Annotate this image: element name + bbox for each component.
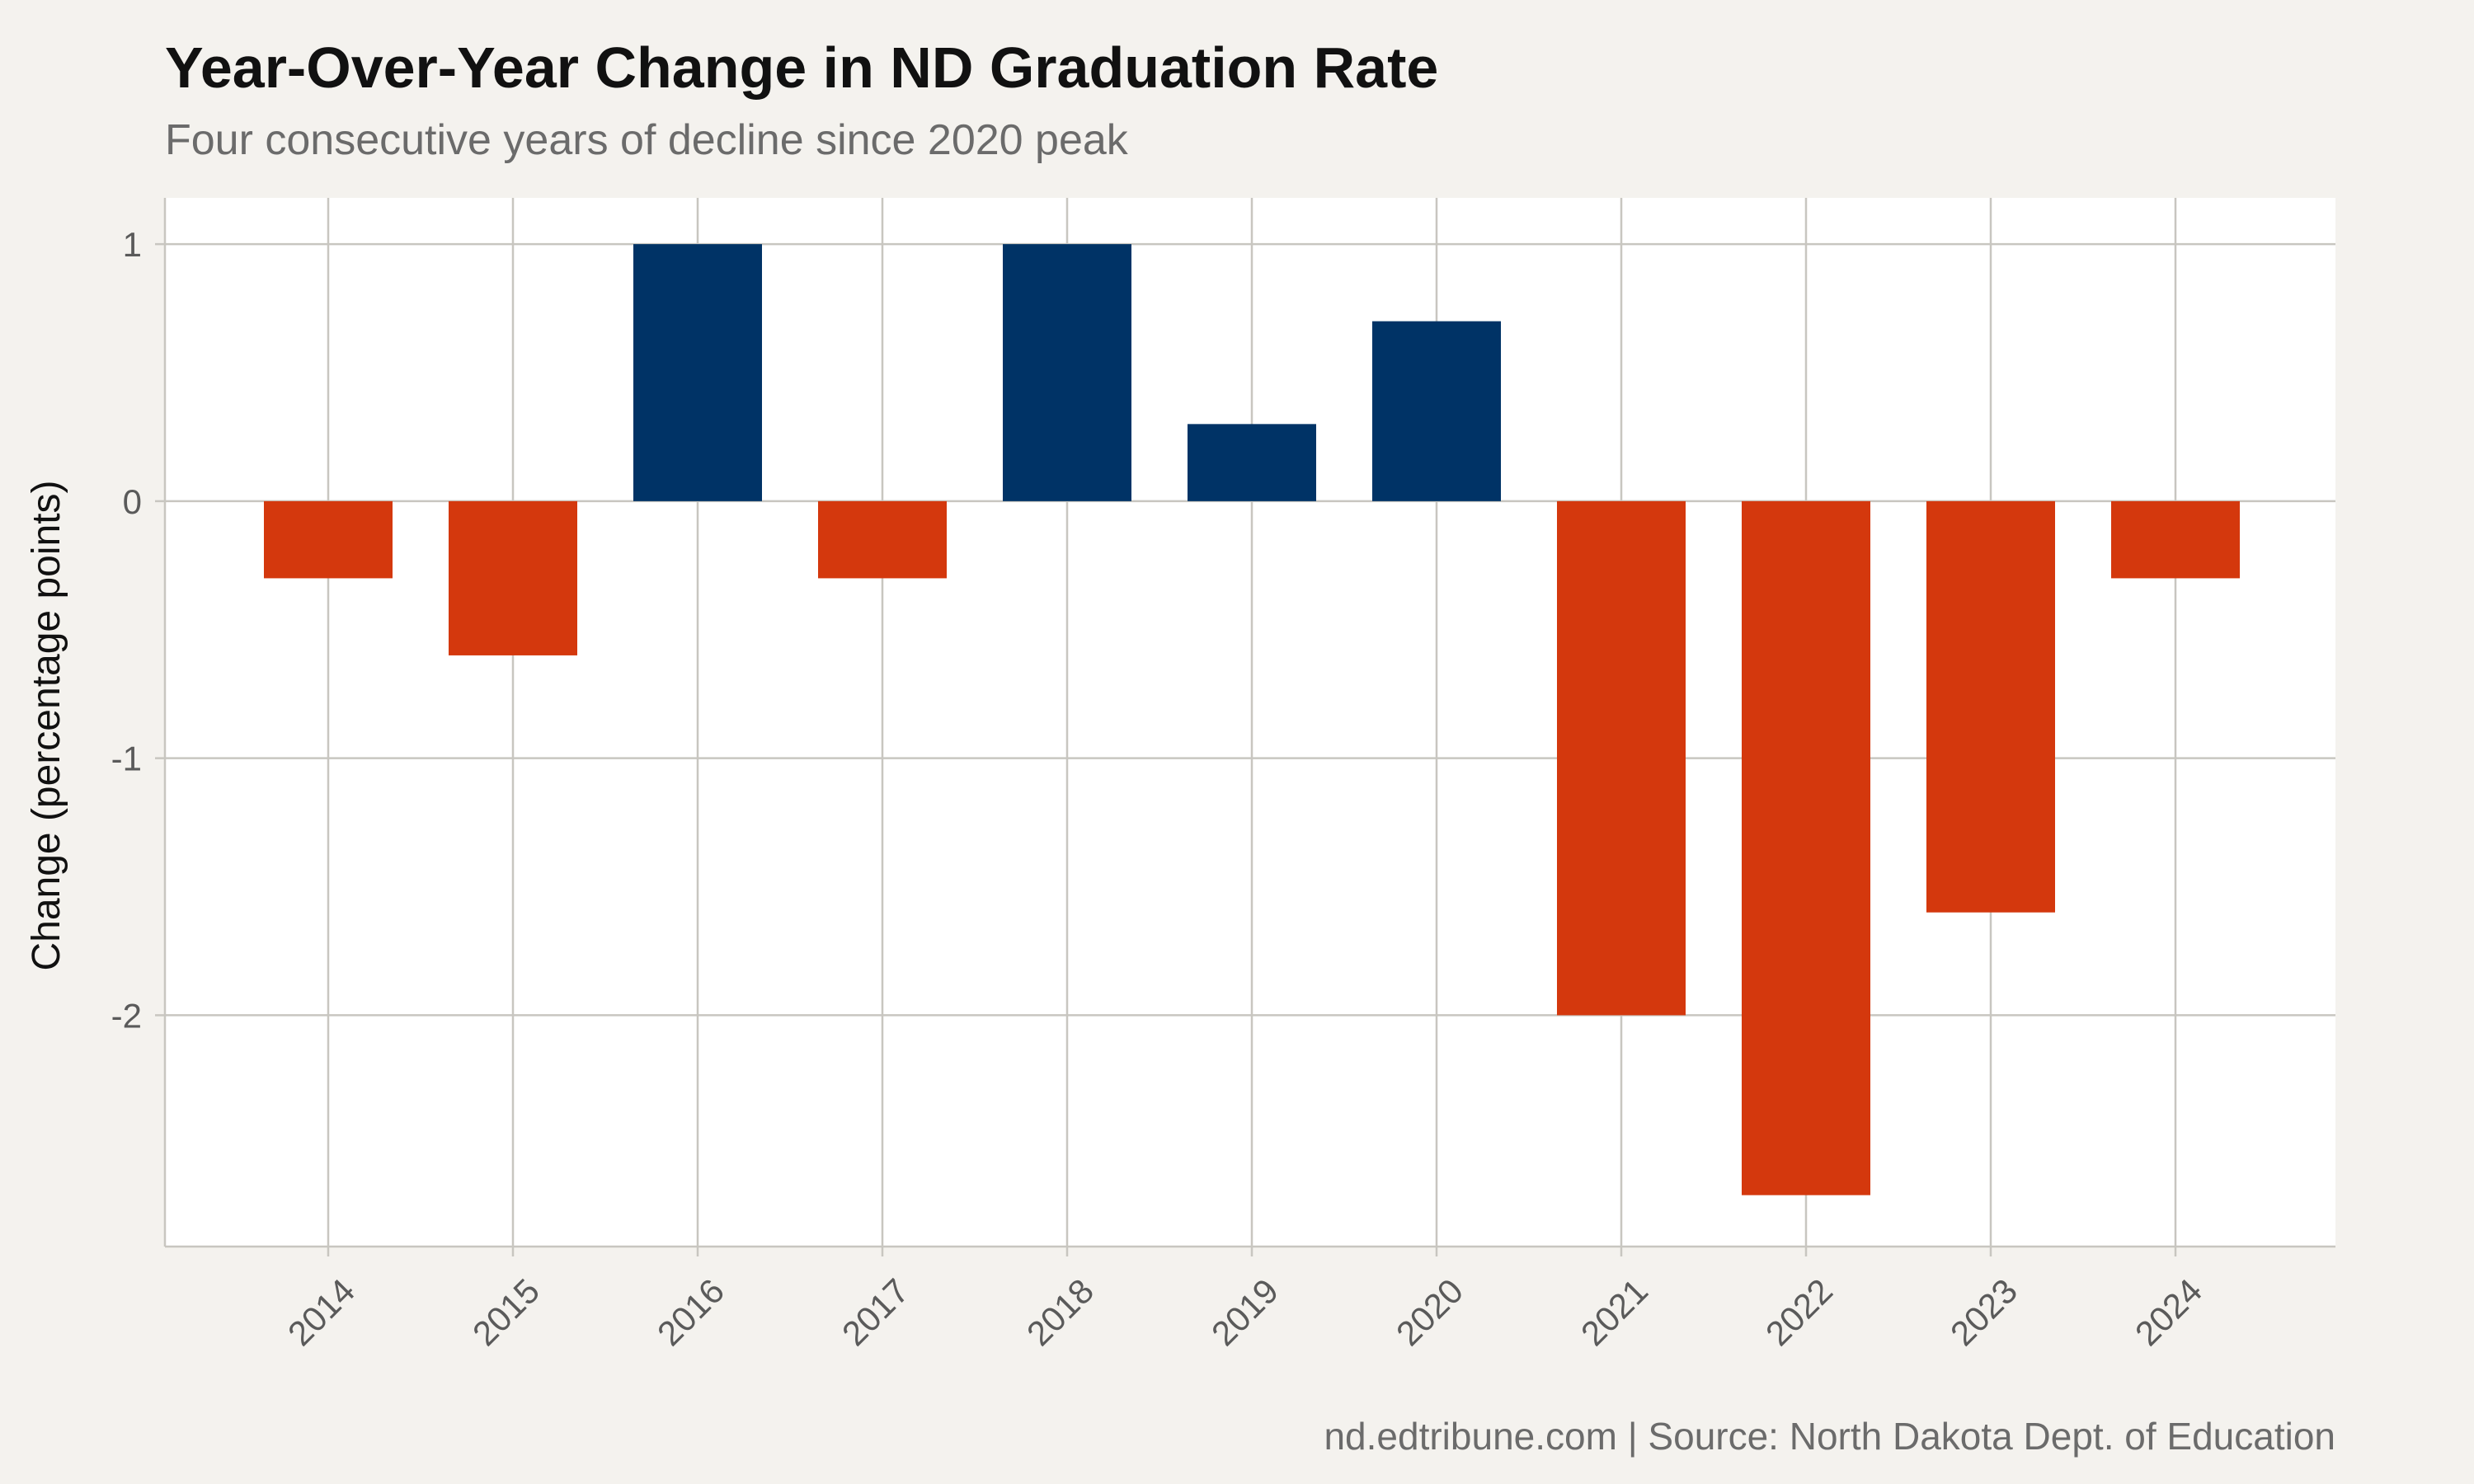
bar-2024 [2111,500,2240,579]
bar-2018 [1003,244,1131,501]
bar-2022 [1742,500,1870,1195]
y-tick-label: -1 [111,740,142,778]
x-tick-label: 2024 [2128,1271,2209,1353]
bar-2023 [1926,500,2055,913]
x-tick-label: 2019 [1204,1271,1286,1353]
bar-2020 [1372,321,1501,501]
y-tick-label: 0 [123,482,142,521]
x-tick-label: 2021 [1573,1271,1655,1353]
bar-2016 [633,244,762,501]
bar-2019 [1188,424,1316,501]
x-tick-label: 2023 [1943,1271,2025,1353]
x-tick-label: 2022 [1758,1271,1840,1353]
chart-subtitle: Four consecutive years of decline since … [165,116,1128,164]
bar-2021 [1557,500,1686,1016]
bar-2014 [264,500,393,579]
x-tick-label: 2020 [1389,1271,1470,1353]
bar-2015 [449,500,577,655]
chart-caption: nd.edtribune.com | Source: North Dakota … [1324,1415,2335,1458]
chart-title: Year-Over-Year Change in ND Graduation R… [165,35,1439,100]
x-tick-label: 2017 [835,1271,916,1353]
x-tick-label: 2014 [280,1271,362,1353]
y-tick-label: -2 [111,996,142,1035]
y-tick-label: 1 [123,225,142,264]
bar-2017 [818,500,947,579]
y-axis-title: Change (percentage points) [25,480,68,970]
x-tick-label: 2015 [465,1271,547,1353]
x-tick-label: 2016 [650,1271,731,1353]
bars [264,244,2240,1195]
x-tick-label: 2018 [1019,1271,1101,1353]
